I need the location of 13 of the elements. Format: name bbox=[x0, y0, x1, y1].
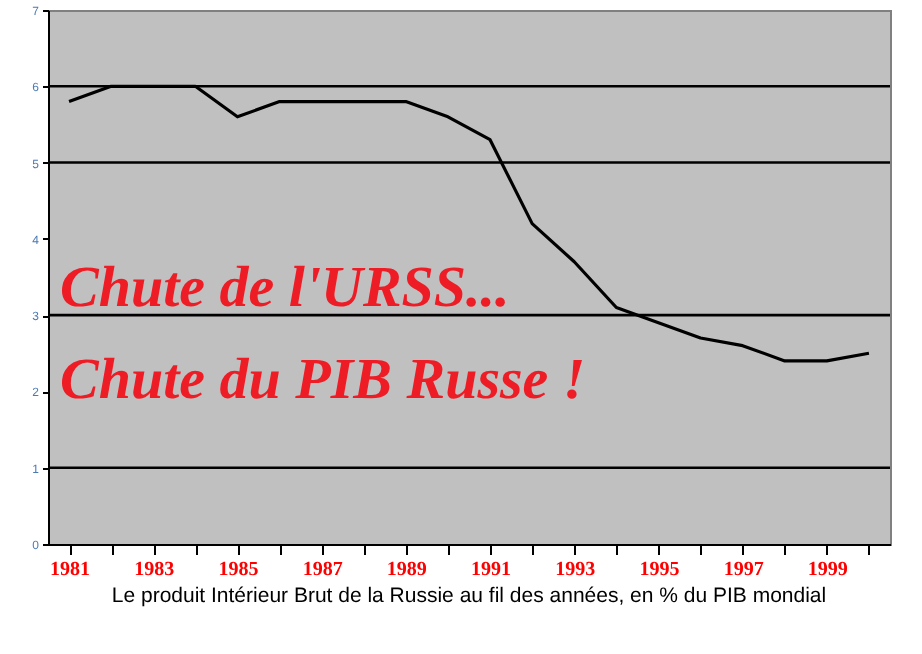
annotation: Chute de l'URSS... bbox=[60, 256, 510, 320]
x-tick-label: 1993 bbox=[555, 559, 596, 581]
x-tick-label: 1995 bbox=[639, 559, 680, 581]
x-tick-label: 1985 bbox=[218, 559, 259, 581]
annotation: Chute du PIB Russe ! bbox=[60, 348, 586, 412]
x-tick-label: 1999 bbox=[807, 559, 848, 581]
x-tick-label: 1983 bbox=[134, 559, 175, 581]
x-tick-label: 1989 bbox=[386, 559, 427, 581]
x-tick-label: 1997 bbox=[723, 559, 764, 581]
x-tick-label: 1991 bbox=[471, 559, 512, 581]
x-tick-label: 1981 bbox=[50, 559, 91, 581]
text: Le produit Intérieur Brut de la Russie au fil des années, en % du PIB mondial bbox=[111, 584, 827, 608]
x-tick-label: 1987 bbox=[302, 559, 343, 581]
